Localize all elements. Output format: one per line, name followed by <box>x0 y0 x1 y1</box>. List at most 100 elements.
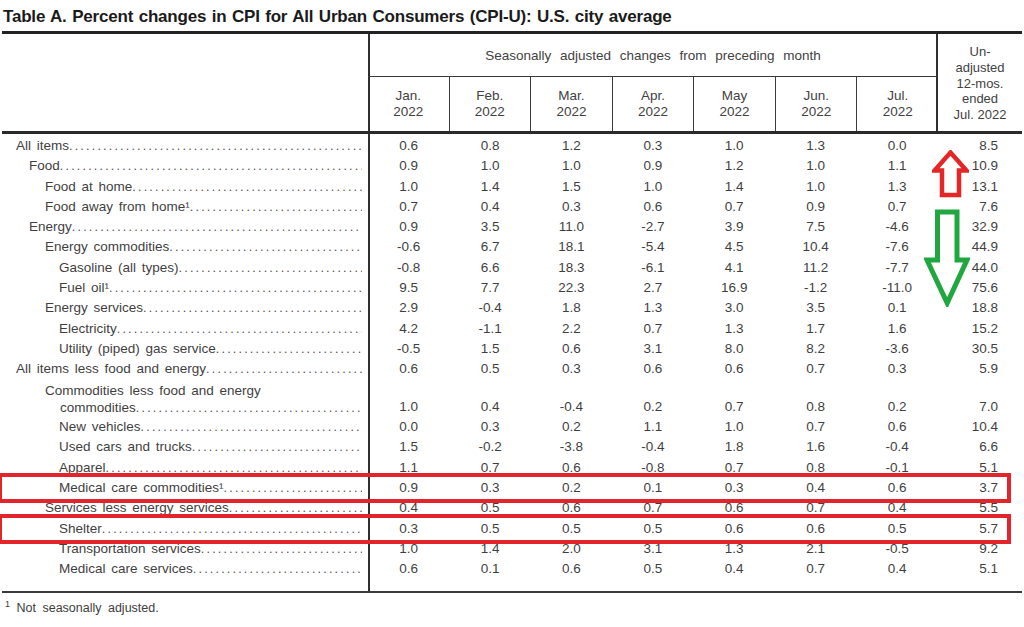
footnote-marker: 1 <box>5 599 10 609</box>
footnote: 1 Not seasonally adjusted. <box>5 599 159 615</box>
value-month: 0.3 <box>449 417 530 437</box>
value-month: 0.5 <box>449 359 530 379</box>
value-month: 2.9 <box>368 298 449 318</box>
value-month: 18.3 <box>531 258 612 278</box>
table-row: Energy..................................… <box>0 217 1024 237</box>
value-12mo: 10.4 <box>938 417 1024 437</box>
value-month: 0.4 <box>368 498 449 518</box>
table-row: Services less energy services...........… <box>0 498 1024 518</box>
row-label: Utility (piped) gas service.............… <box>0 339 362 359</box>
value-month: 0.6 <box>856 417 937 437</box>
value-month: 8.0 <box>694 339 775 359</box>
value-month: 0.3 <box>449 478 530 498</box>
table-row: Utility (piped) gas service.............… <box>0 339 1024 359</box>
table-row: All items less food and energy..........… <box>0 359 1024 379</box>
value-month: 1.5 <box>449 339 530 359</box>
month-column-header: Jun.2022 <box>775 77 857 131</box>
table-row-highlighted: Shelter.................................… <box>0 519 1024 539</box>
table-row: Medical care services...................… <box>0 559 1024 579</box>
cpi-table-page: Table A. Percent changes in CPI for All … <box>0 0 1024 627</box>
table-row: Transportation services.................… <box>0 539 1024 559</box>
value-month: -0.2 <box>449 437 530 457</box>
value-month: 4.2 <box>368 319 449 339</box>
value-month: 0.6 <box>531 559 612 579</box>
month-column-header: Apr.2022 <box>612 77 694 131</box>
value-month: 0.3 <box>694 478 775 498</box>
month-column-header: Feb.2022 <box>449 77 531 131</box>
value-month: 4.5 <box>694 237 775 257</box>
value-month: 1.1 <box>856 156 937 176</box>
value-month: 0.7 <box>775 559 856 579</box>
value-month: -0.5 <box>368 339 449 359</box>
row-label: Food at home............................… <box>0 177 362 197</box>
value-month: 1.0 <box>368 397 449 417</box>
header-bottom-rule <box>2 131 1022 134</box>
value-month: 8.2 <box>775 339 856 359</box>
value-month: 0.8 <box>775 458 856 478</box>
month-column-headers: Jan.2022Feb.2022Mar.2022Apr.2022May2022J… <box>368 76 938 131</box>
row-label: Food away from home¹....................… <box>0 197 362 217</box>
value-month: 11.0 <box>531 217 612 237</box>
table-row: Food away from home¹....................… <box>0 197 1024 217</box>
value-month: 1.6 <box>775 437 856 457</box>
row-label: Fuel oil¹...............................… <box>0 278 362 298</box>
value-month: 1.4 <box>694 177 775 197</box>
value-month: 0.5 <box>612 559 693 579</box>
value-month: 1.8 <box>694 437 775 457</box>
value-month: 0.4 <box>449 197 530 217</box>
value-month: -0.4 <box>856 437 937 457</box>
value-month: 1.0 <box>694 417 775 437</box>
table-body: All items...............................… <box>0 136 1024 579</box>
value-month: -1.1 <box>449 319 530 339</box>
value-month: 2.0 <box>531 539 612 559</box>
value-month: 1.0 <box>531 156 612 176</box>
value-month: 0.6 <box>775 519 856 539</box>
row-label: All items...............................… <box>0 136 362 156</box>
value-month: 1.1 <box>612 417 693 437</box>
value-12mo: 5.5 <box>938 498 1024 518</box>
value-month: -3.6 <box>856 339 937 359</box>
value-month: 4.1 <box>694 258 775 278</box>
value-month: 18.1 <box>531 237 612 257</box>
value-month: 0.2 <box>531 417 612 437</box>
row-label: Commodities less food and energycommodit… <box>0 380 362 418</box>
value-month: 6.7 <box>449 237 530 257</box>
row-label: All items less food and energy..........… <box>0 359 362 379</box>
value-month: 11.2 <box>775 258 856 278</box>
table-row: Used cars and trucks....................… <box>0 437 1024 457</box>
row-label: Services less energy services...........… <box>0 498 362 518</box>
increase-arrow-icon <box>932 150 969 198</box>
value-month: -0.4 <box>612 437 693 457</box>
decrease-arrow-icon <box>924 209 970 307</box>
row-label: Used cars and trucks....................… <box>0 437 362 457</box>
value-month: 9.5 <box>368 278 449 298</box>
value-12mo: 6.6 <box>938 437 1024 457</box>
table-row: Food....................................… <box>0 156 1024 176</box>
value-month: 1.3 <box>612 298 693 318</box>
value-12mo: 15.2 <box>938 319 1024 339</box>
value-month: 0.2 <box>856 397 937 417</box>
value-month: -5.4 <box>612 237 693 257</box>
value-month: 0.7 <box>694 397 775 417</box>
value-month: 0.9 <box>612 156 693 176</box>
table-row: Gasoline (all types)....................… <box>0 258 1024 278</box>
table-row: Fuel oil¹...............................… <box>0 278 1024 298</box>
value-month: 0.3 <box>368 519 449 539</box>
table-row: Apparel.................................… <box>0 458 1024 478</box>
value-month: 3.1 <box>612 539 693 559</box>
value-month: 0.0 <box>368 417 449 437</box>
value-month: 0.9 <box>368 217 449 237</box>
value-month: -3.8 <box>531 437 612 457</box>
value-month: 0.3 <box>531 359 612 379</box>
value-month: 0.5 <box>449 498 530 518</box>
value-month: -0.6 <box>368 237 449 257</box>
value-month: 1.4 <box>449 177 530 197</box>
value-month: 0.6 <box>612 359 693 379</box>
value-month: 2.1 <box>775 539 856 559</box>
value-month: -1.2 <box>775 278 856 298</box>
value-month: 1.4 <box>449 539 530 559</box>
page-title: Table A. Percent changes in CPI for All … <box>3 7 672 27</box>
value-month: 0.3 <box>531 197 612 217</box>
value-month: 1.3 <box>694 539 775 559</box>
value-month: 0.9 <box>368 156 449 176</box>
